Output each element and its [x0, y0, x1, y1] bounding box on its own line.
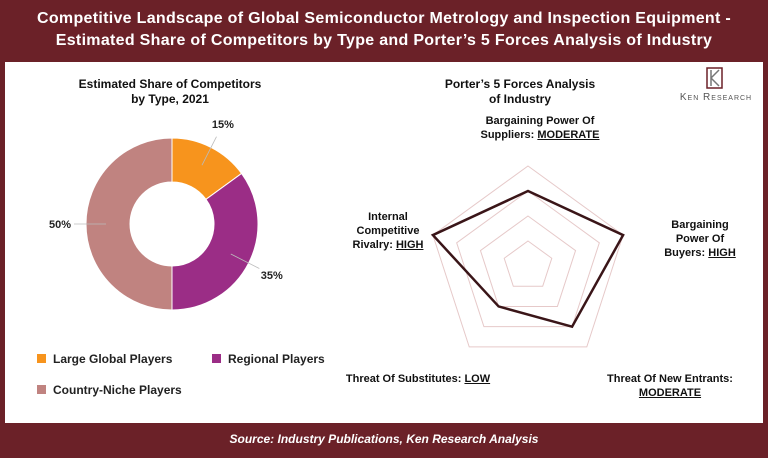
grid-ring [503, 240, 553, 287]
legend-item: Large Global Players [37, 352, 172, 366]
legend-item: Country-Niche Players [37, 383, 182, 397]
data-label: 35% [261, 270, 283, 282]
data-label: 15% [212, 119, 234, 131]
legend-label: Country-Niche Players [53, 383, 182, 397]
axis-name: Threat Of New Entrants: [607, 373, 733, 385]
radar-line [430, 189, 625, 329]
logo-icon [706, 67, 723, 89]
axis-name: Threat Of Substitutes: [345, 373, 462, 385]
data-label: 50% [49, 219, 71, 231]
radar-title: Porter’s 5 Forces Analysis of Industry [444, 77, 596, 106]
legend-swatch [212, 354, 221, 363]
logo-icon-k [710, 69, 720, 87]
axis-label: Threat Of New Entrants: MODERATE [585, 372, 755, 400]
page-title: Competitive Landscape of Global Semicond… [37, 10, 731, 49]
legend-swatch [37, 354, 46, 363]
force-level: HIGH [395, 239, 424, 251]
axis-name: Bargaining Power Of Buyers: [664, 219, 729, 259]
axis-label: Threat Of Substitutes: LOW [343, 372, 493, 386]
grid-ring [479, 215, 577, 307]
legend-item: Regional Players [212, 352, 325, 366]
donut-slice [171, 172, 259, 311]
axis-name: Bargaining Power Of Suppliers: [480, 115, 595, 141]
force-level: MODERATE [537, 129, 600, 141]
donut-slice [85, 137, 173, 311]
grid-ring [432, 165, 624, 348]
force-level: HIGH [708, 247, 736, 259]
legend-swatch [37, 385, 46, 394]
source: Source: Industry Publications, Ken Resea… [229, 432, 539, 446]
leader-line [230, 253, 260, 269]
force-level: LOW [464, 373, 491, 385]
axis-label: Bargaining Power Of Buyers: HIGH [660, 218, 740, 260]
force-level: MODERATE [638, 387, 702, 399]
legend-label: Regional Players [228, 352, 325, 366]
donut-title: Estimated Share of Competitors by Type, … [78, 77, 262, 106]
axis-name: Internal Competitive Rivalry: [352, 211, 420, 251]
leader-line [201, 136, 217, 166]
legend-label: Large Global Players [53, 352, 173, 366]
logo-text: Ken Research [680, 92, 752, 103]
axis-label: Internal Competitive Rivalry: HIGH [343, 210, 433, 252]
grid-ring [456, 190, 600, 328]
axis-label: Bargaining Power Of Suppliers: MODERATE [465, 114, 615, 142]
